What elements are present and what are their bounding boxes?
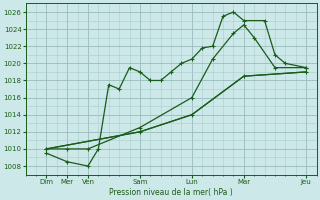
X-axis label: Pression niveau de la mer( hPa ): Pression niveau de la mer( hPa ) [109,188,233,197]
